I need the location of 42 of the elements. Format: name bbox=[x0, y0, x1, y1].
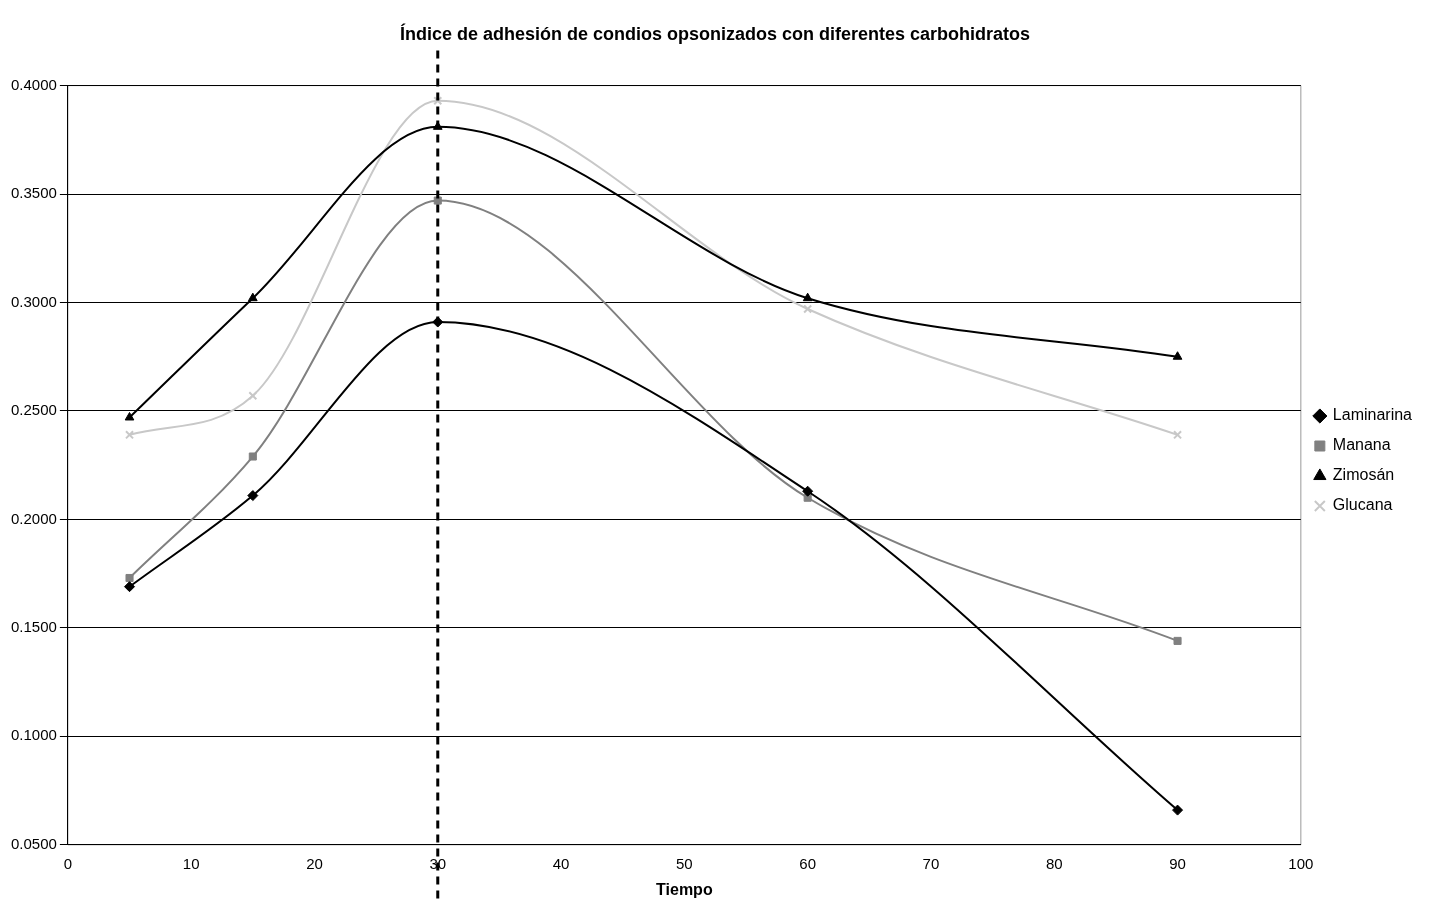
point bbox=[248, 452, 257, 461]
legend-label: Glucana bbox=[1332, 496, 1393, 514]
legend-label: Laminarina bbox=[1332, 406, 1413, 424]
point bbox=[1172, 351, 1183, 360]
y-tick-label: 0.2000 bbox=[10, 509, 57, 527]
point bbox=[247, 292, 258, 302]
point bbox=[802, 485, 814, 497]
point bbox=[124, 581, 136, 593]
point bbox=[248, 391, 258, 401]
point bbox=[1173, 636, 1182, 645]
x-tick-label: 90 bbox=[1169, 854, 1186, 872]
y-tick-label: 0.1000 bbox=[10, 726, 57, 744]
x-tick-label: 40 bbox=[552, 854, 570, 872]
point bbox=[1173, 430, 1183, 440]
point bbox=[125, 573, 134, 583]
point bbox=[247, 490, 259, 502]
y-tick-label: 0.1500 bbox=[10, 618, 57, 636]
point bbox=[433, 96, 443, 106]
x-tick-label: 10 bbox=[182, 854, 200, 872]
legend-label: Zimosán bbox=[1332, 466, 1395, 484]
y-tick-label: 0.3000 bbox=[10, 292, 57, 310]
x-tick-label: 50 bbox=[676, 854, 693, 872]
y-tick-label: 0.4000 bbox=[10, 75, 57, 93]
x-tick-label: 80 bbox=[1045, 854, 1063, 872]
x-axis-title: Tiempo bbox=[656, 880, 713, 898]
point bbox=[124, 430, 135, 440]
point bbox=[803, 304, 813, 314]
point bbox=[802, 292, 813, 302]
x-tick-label: 100 bbox=[1288, 854, 1314, 872]
x-tick-label: 60 bbox=[799, 854, 816, 872]
point bbox=[124, 411, 135, 421]
x-tick-label: 20 bbox=[306, 854, 323, 872]
point bbox=[433, 196, 442, 205]
legend-label: Manana bbox=[1332, 436, 1391, 454]
chart-title: Índice de adhesión de condios opsonizados con diferentes carbohidratos bbox=[399, 22, 1031, 44]
x-tick-label: 70 bbox=[922, 854, 940, 872]
y-tick-label: 0.3500 bbox=[10, 184, 57, 202]
point bbox=[1172, 804, 1184, 816]
x-tick-label: 30 bbox=[429, 854, 447, 872]
y-tick-label: 0.2500 bbox=[10, 401, 57, 419]
x-tick-label: 0 bbox=[63, 854, 73, 872]
y-tick-label: 0.0500 bbox=[10, 834, 57, 852]
